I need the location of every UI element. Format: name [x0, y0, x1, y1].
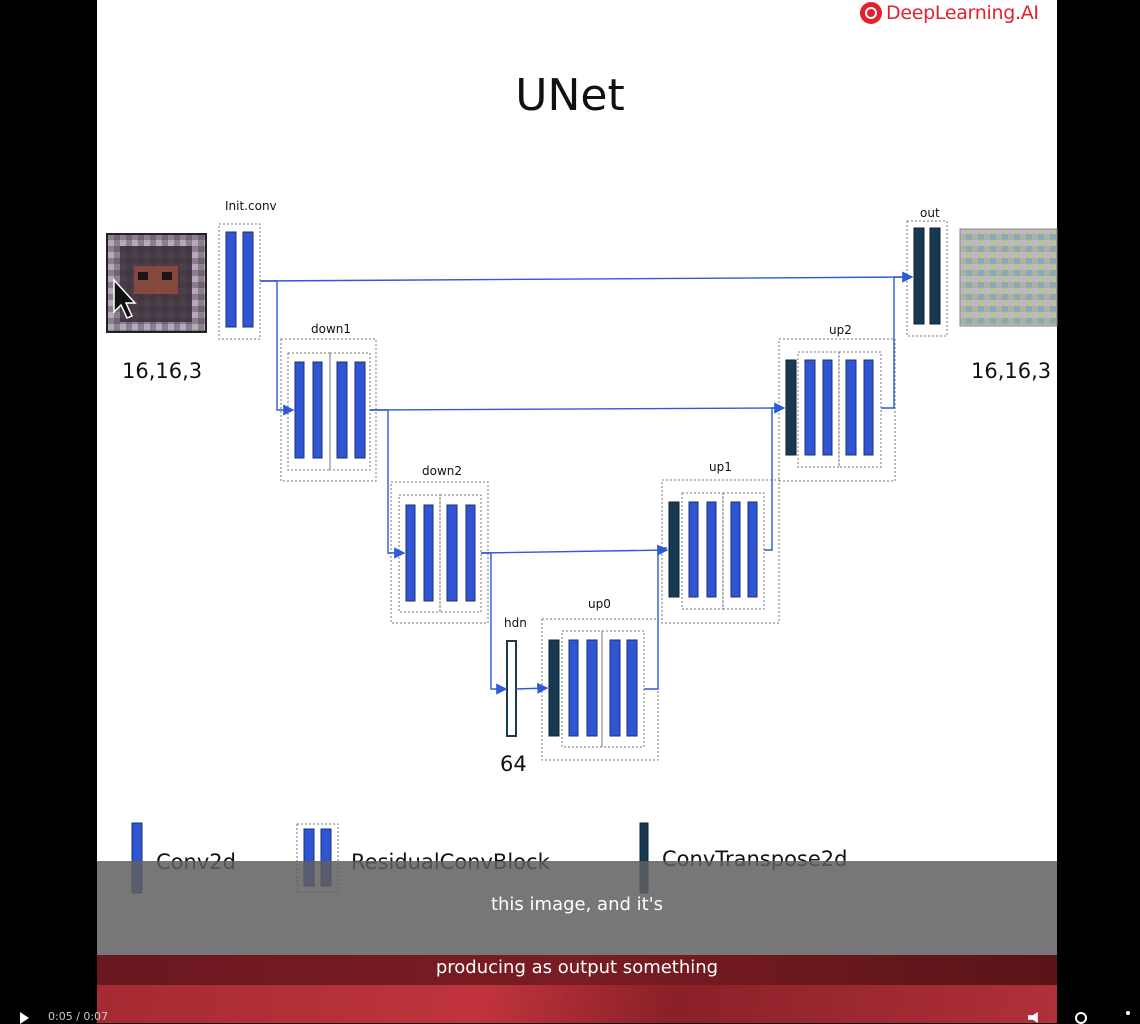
output-shape-label: 16,16,3: [971, 359, 1051, 383]
settings-icon[interactable]: [1075, 1012, 1087, 1024]
up0-label: up0: [588, 597, 611, 611]
play-icon[interactable]: [20, 1012, 29, 1024]
video-bottom-band: [97, 985, 1057, 1023]
input-shape-label: 16,16,3: [122, 359, 202, 383]
input-image: [106, 233, 207, 333]
hdn-label: hdn: [504, 616, 527, 630]
caption-line-2-overlay: producing as output something: [97, 955, 1057, 1023]
output-image: [959, 228, 1058, 327]
up2-label: up2: [829, 323, 852, 337]
logo-icon: [860, 2, 882, 24]
mouse-cursor-icon: [113, 278, 137, 319]
logo-text: DeepLearning.AI: [886, 2, 1039, 24]
deeplearning-ai-logo: DeepLearning.AI: [860, 0, 1039, 26]
down1-label: down1: [311, 322, 351, 336]
out-box: [906, 220, 948, 337]
down2-label: down2: [422, 464, 462, 478]
up0-box: [541, 618, 659, 761]
caption-line-1-overlay: this image, and it's: [97, 861, 1057, 955]
up1-box: [661, 479, 780, 624]
hdn-bar: [506, 640, 517, 737]
hidden-size-label: 64: [500, 752, 527, 776]
init-conv-label: Init.conv: [225, 199, 277, 213]
caption-line-1: this image, and it's: [490, 894, 664, 915]
init-conv-box: [218, 223, 261, 340]
out-label: out: [920, 206, 940, 220]
more-options-icon[interactable]: [1126, 1011, 1130, 1015]
slide: [97, 0, 1057, 1023]
volume-icon[interactable]: [1028, 1012, 1038, 1023]
slide-title: UNet: [515, 70, 625, 121]
time-display: 0:05 / 0:07: [48, 1010, 109, 1023]
video-controls: 0:05 / 0:07: [0, 1008, 1140, 1024]
caption-line-2: producing as output something: [435, 957, 719, 978]
up1-label: up1: [709, 460, 732, 474]
